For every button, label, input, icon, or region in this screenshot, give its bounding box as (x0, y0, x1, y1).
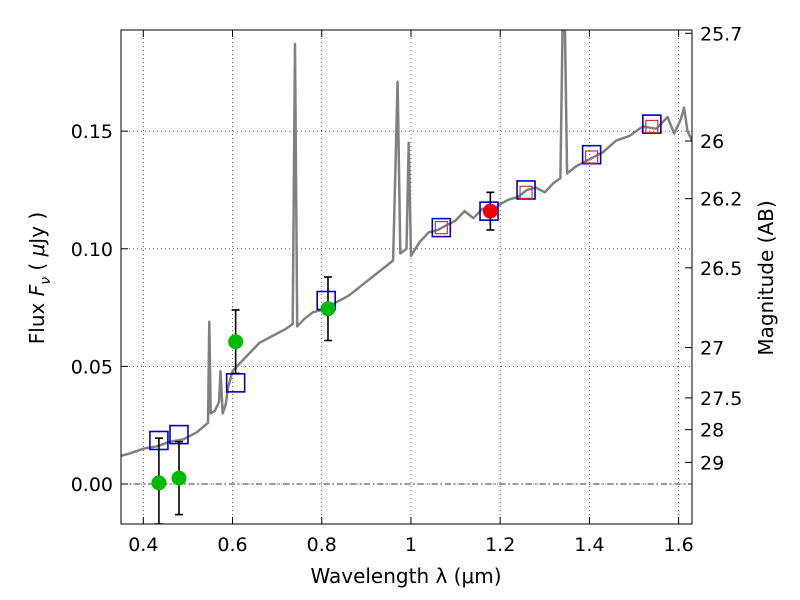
model-photometry-inner-square (585, 150, 599, 164)
x-tick-label: 1.2 (485, 534, 515, 556)
plot-area (120, 29, 693, 525)
y-tick-label: 0.10 (71, 239, 113, 261)
model-photometry-inner-square (434, 221, 448, 235)
y-axis-label-subscript: ν (38, 277, 54, 285)
model-photometry-square (431, 217, 452, 238)
model-photometry-inner-square (519, 185, 533, 199)
y-axis-label: Flux Fν ( μJy ) (25, 212, 54, 344)
y-axis-label-prefix: Flux (25, 296, 49, 344)
magnitude-tick-label: 25.7 (700, 23, 742, 45)
secondary-y-axis-label: Magnitude (AB) (754, 200, 778, 355)
model-photometry-square (479, 201, 499, 221)
model-photometry-square (516, 180, 536, 200)
axis-ticks: 0.4 0.6 0.8 1 1.2 1.4 1.6 0.00 0.05 0.10 0.15 25.7 2… (71, 23, 743, 556)
observed-photometry-point (482, 203, 498, 219)
magnitude-tick-label: 28 (700, 420, 724, 442)
observed-photometry-point (151, 475, 167, 491)
magnitude-tick-label: 26.2 (700, 189, 742, 211)
y-axis-label-unit-prefix: μ (25, 244, 49, 258)
y-tick-label: 0.05 (71, 356, 113, 378)
y-axis-label-unit: Jy ) (25, 212, 49, 246)
y-tick-label: 0.15 (71, 121, 113, 143)
magnitude-tick-label: 27.5 (700, 388, 742, 410)
x-tick-label: 1.6 (664, 534, 694, 556)
x-tick-label: 0.8 (307, 534, 337, 556)
x-tick-label: 1.4 (574, 534, 604, 556)
y-axis-label-paren-open: ( (25, 256, 49, 277)
observed-photometry-point (320, 301, 336, 317)
x-tick-label: 1 (405, 534, 417, 556)
magnitude-tick-label: 26.5 (700, 258, 742, 280)
observed-photometry-point (171, 470, 187, 486)
magnitude-tick-label: 26 (700, 131, 724, 153)
x-tick-label: 0.4 (128, 534, 158, 556)
observed-photometry-point (228, 334, 244, 350)
model-photometry-square (642, 114, 662, 134)
y-tick-label: 0.00 (71, 474, 113, 496)
x-axis-label: Wavelength λ (μm) (310, 564, 501, 588)
model-photometry-inner-square (645, 119, 659, 134)
spectrum-line (121, 30, 692, 458)
magnitude-tick-label: 27 (700, 338, 724, 360)
model-photometry-square (581, 144, 602, 165)
x-tick-label: 0.6 (217, 534, 247, 556)
grid (121, 30, 692, 524)
y-axis-label-symbol: F (25, 284, 49, 296)
magnitude-tick-label: 29 (700, 452, 724, 474)
data-marks (149, 114, 662, 524)
